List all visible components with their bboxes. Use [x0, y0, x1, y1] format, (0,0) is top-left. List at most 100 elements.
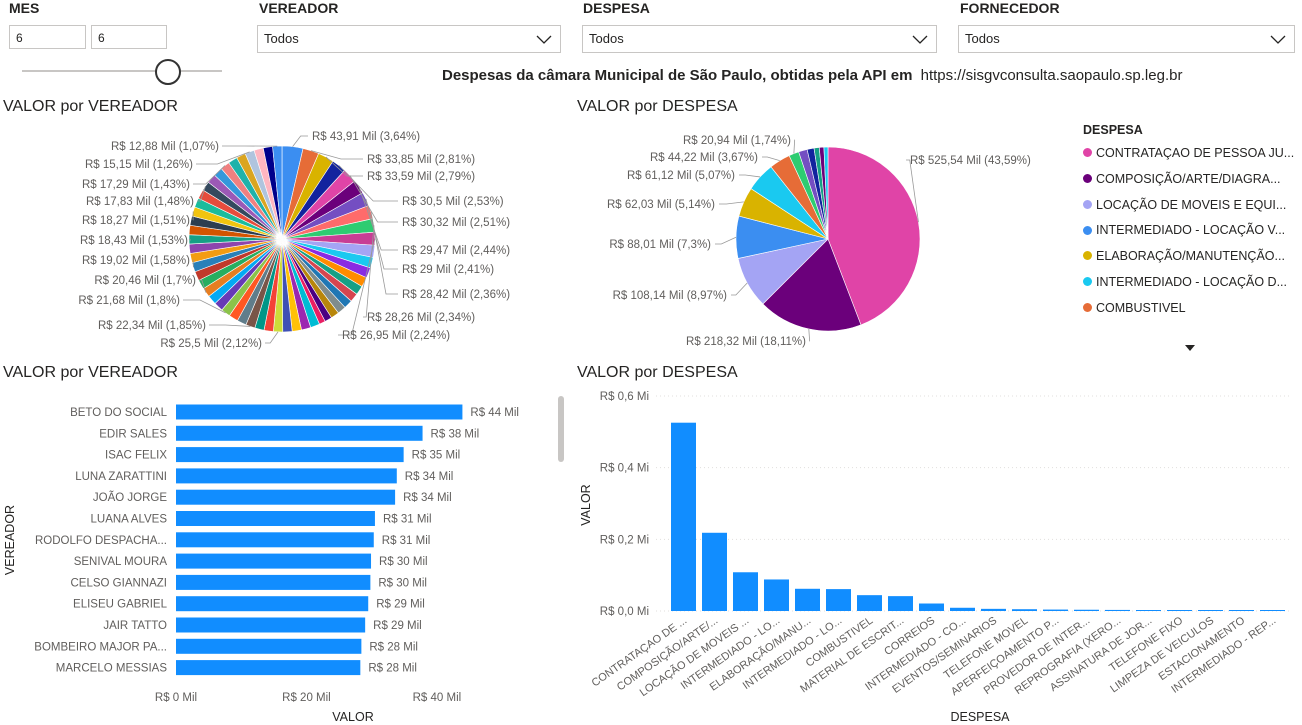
col-despesa-bar [1012, 609, 1037, 611]
bar-vereador-chart[interactable]: BETO DO SOCIAL R$ 44 Mil EDIR SALES R$ 38 M… [3, 404, 519, 725]
pie-vereador-data-label: R$ 26,95 Mil (2,24%) [342, 330, 450, 342]
legend-item[interactable]: ELABORAÇÃO/MANUTENÇÃO... [1083, 247, 1285, 265]
col-despesa-y-tick: R$ 0,4 Mi [600, 463, 649, 475]
legend-item[interactable]: LOCAÇÃO DE MOVEIS E EQUI... [1083, 196, 1286, 214]
legend-item-label: ELABORAÇÃO/MANUTENÇÃO... [1096, 249, 1285, 264]
pie-despesa-data-label: R$ 61,12 Mil (5,07%) [627, 170, 735, 182]
bar-vereador-bar [176, 574, 371, 590]
pie-vereador-leader-line [188, 239, 191, 241]
pie-despesa-chart[interactable]: R$ 525,54 Mil (43,59%) R$ 218,32 Mil (18,… [607, 135, 1031, 348]
banner: Despesas da câmara Municipal de São Paul… [442, 67, 1182, 84]
mes-slider-track[interactable] [22, 70, 222, 72]
bar-vereador-category-label: SENIVAL MOURA [74, 556, 168, 568]
pie-despesa-data-label: R$ 62,03 Mil (5,14%) [607, 199, 715, 211]
col-despesa-y-tick: R$ 0,6 Mi [600, 391, 649, 403]
pie-vereador-leader-line [310, 150, 363, 160]
pie-vereador-leader-line [183, 299, 226, 314]
col-despesa-bar [1136, 610, 1161, 611]
pie-vereador-data-label: R$ 43,91 Mil (3,64%) [312, 131, 420, 143]
pie-vereador-data-label: R$ 21,68 Mil (1,8%) [78, 295, 180, 307]
col-despesa-bar [671, 422, 696, 611]
legend-item-label: CONTRATAÇAO DE PESSOA JU... [1096, 146, 1295, 160]
mes-min-input[interactable]: 6 [9, 25, 86, 49]
pie-despesa-leader-line [808, 328, 811, 342]
bar-vereador-bar [176, 553, 372, 569]
pie-vereador-leader-line [358, 186, 398, 251]
bar-vereador-value-label: R$ 34 Mil [403, 492, 452, 504]
mes-max-input[interactable]: 6 [91, 25, 167, 49]
pie-vereador-data-label: R$ 12,88 Mil (1,07%) [111, 141, 219, 153]
legend-marker-icon [1083, 174, 1092, 183]
legend-marker-icon [1083, 199, 1092, 209]
pie-despesa-leader-line [739, 174, 761, 178]
chevron-down-icon [536, 35, 552, 44]
despesa-dropdown[interactable]: Todos [582, 25, 937, 53]
bar-vereador-bar [176, 468, 397, 484]
mes-slider-handle[interactable] [155, 59, 181, 85]
bar-vereador-value-label: R$ 31 Mil [383, 514, 432, 526]
legend-item[interactable]: INTERMEDIADO - LOCAÇÃO D... [1083, 273, 1287, 291]
col-despesa-bar [764, 579, 789, 611]
col-despesa-chart[interactable]: R$ 0,0 MiR$ 0,2 MiR$ 0,4 MiR$ 0,6 MiCONT… [579, 391, 1290, 724]
legend-item[interactable]: COMPOSIÇÃO/ARTE/DIAGRA... [1083, 170, 1281, 188]
legend-marker-icon [1083, 303, 1092, 312]
bar-vereador-category-label: LUNA ZARATTINI [75, 471, 167, 483]
pie-vereador-data-label: R$ 28,42 Mil (2,36%) [402, 289, 510, 301]
col-despesa-bar [702, 532, 727, 611]
bar-vereador-value-label: R$ 28 Mil [369, 641, 418, 653]
pie-vereador-leader-line [338, 238, 376, 336]
banner-url[interactable]: https://sisgvconsulta.saopaulo.sp.leg.br [920, 67, 1183, 84]
pie-despesa-leader-line [731, 282, 748, 296]
pie-vereador-leader-line [365, 198, 398, 270]
pie-despesa-data-label: R$ 218,32 Mil (18,11%) [686, 336, 806, 348]
bar-vereador-y-axis-title: VEREADOR [3, 505, 17, 575]
pie-vereador-data-label: R$ 28,26 Mil (2,34%) [367, 312, 475, 324]
pie-vereador-leader-line [196, 151, 250, 165]
bar-vereador-value-label: R$ 30 Mil [379, 556, 428, 568]
pie-vereador-data-label: R$ 29 Mil (2,41%) [402, 264, 494, 276]
legend-scroll-down-icon[interactable] [1184, 343, 1196, 353]
bar-vereador-bar [176, 489, 396, 505]
bar-vereador-category-label: MARCELO MESSIAS [56, 663, 168, 675]
pie-vereador-data-label: R$ 17,29 Mil (1,43%) [82, 179, 190, 191]
bar-vereador-category-label: EDIR SALES [99, 428, 167, 440]
vereador-dropdown[interactable]: Todos [257, 25, 561, 53]
col-despesa-bar [733, 572, 758, 611]
pie-vereador-data-label: R$ 25,5 Mil (2,12%) [160, 338, 262, 350]
legend-item[interactable]: INTERMEDIADO - LOCAÇÃO V... [1083, 221, 1285, 239]
legend-item[interactable]: COMBUSTIVEL [1083, 299, 1186, 317]
pie-despesa-leader-line [906, 159, 919, 223]
pie-vereador-leader-line [349, 175, 398, 223]
col-despesa-bar [888, 596, 913, 611]
col-despesa-bar [1074, 609, 1099, 611]
pie-vereador-leader-line [265, 331, 279, 344]
bar-vereador-category-label: RODOLFO DESPACHA... [35, 535, 167, 547]
bar-vereador-bar [176, 447, 404, 463]
legend-item-label: INTERMEDIADO - LOCAÇÃO D... [1096, 275, 1287, 289]
pie-despesa-slice [762, 238, 862, 332]
col-despesa-bar [981, 608, 1006, 611]
col-despesa-bar [1198, 610, 1223, 611]
bar-vereador-category-label: BOMBEIRO MAJOR PA... [34, 641, 167, 653]
bar-vereador-bar [176, 617, 366, 633]
fornecedor-dropdown[interactable]: Todos [958, 25, 1295, 53]
pie-vereador-chart[interactable]: R$ 43,91 Mil (3,64%) R$ 33,85 Mil (2,81%)… [78, 131, 510, 350]
pie-vereador-leader-line [325, 156, 363, 177]
legend-item[interactable]: CONTRATAÇAO DE PESSOA JU... [1083, 144, 1294, 162]
pie-vereador-data-label: R$ 18,43 Mil (1,53%) [80, 235, 188, 247]
pie-vereador-leader-line [370, 211, 398, 295]
legend-item-label: COMBUSTIVEL [1096, 300, 1186, 315]
pie-despesa-slice [823, 146, 829, 240]
bar-vereador-category-label: CELSO GIANNAZI [71, 577, 168, 589]
col-despesa-bar [1105, 609, 1130, 611]
despesa-slicer-title: DESPESA [583, 0, 650, 16]
bar-vereador-value-label: R$ 30 Mil [378, 577, 427, 589]
pie-vereador-leader-line [193, 165, 226, 185]
bar-vereador-scrollbar[interactable] [558, 396, 564, 462]
legend-marker-icon [1083, 277, 1092, 287]
legend-title: DESPESA [1083, 123, 1143, 137]
pie-vereador-data-label: R$ 29,47 Mil (2,44%) [402, 245, 510, 257]
bar-vereador-category-label: BETO DO SOCIAL [70, 407, 168, 419]
bar-vereador-value-label: R$ 44 Mil [470, 407, 519, 419]
